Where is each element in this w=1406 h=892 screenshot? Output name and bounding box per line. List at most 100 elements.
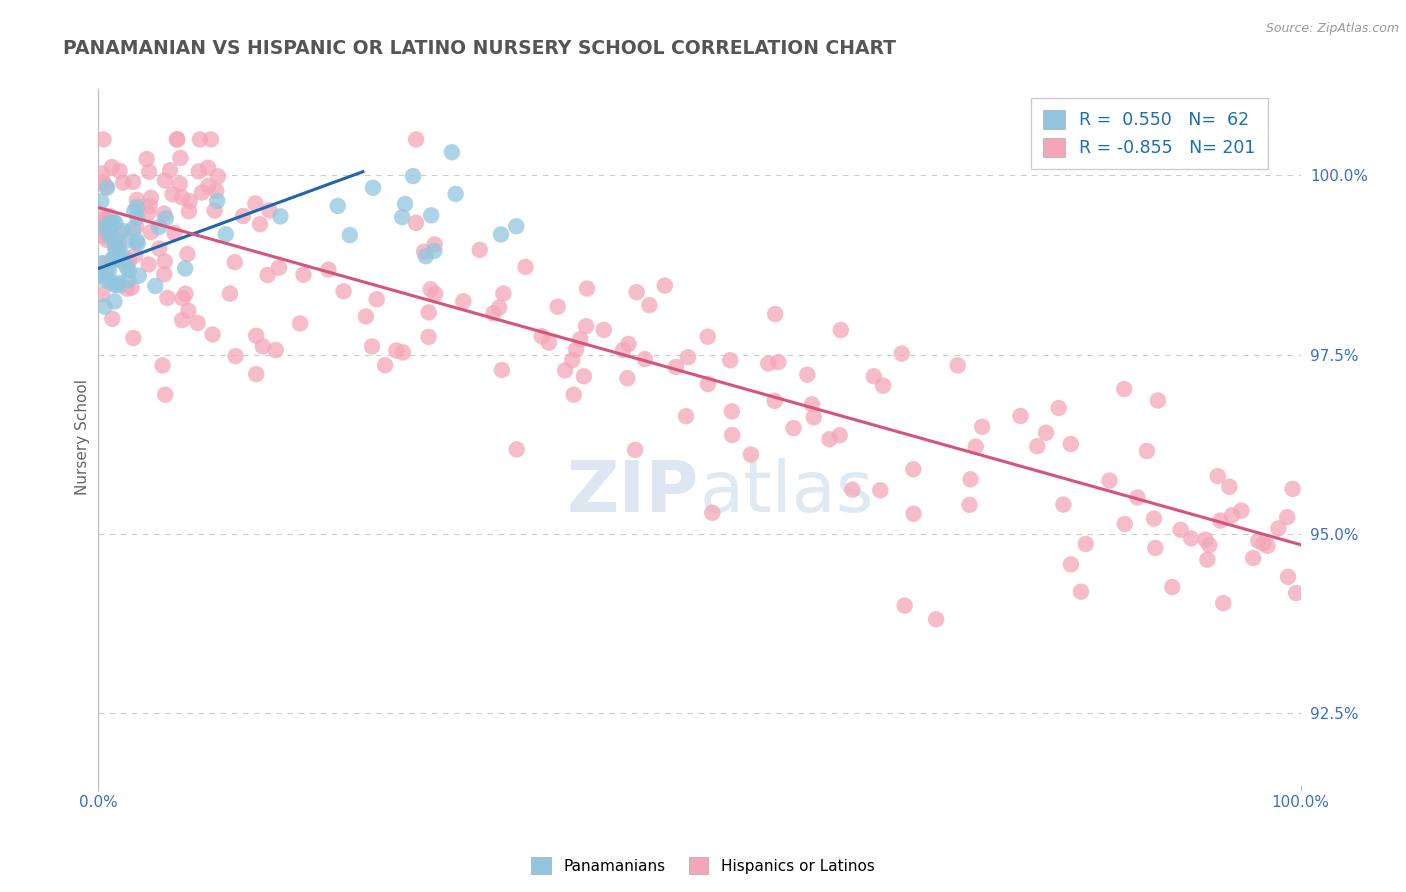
Point [200,132,222,146]
Point [125,193,148,207]
Point [94,265,117,279]
Point [890,346,912,360]
Point [93,220,115,235]
Point [98,216,121,230]
Point [488,301,510,315]
Legend: Panamanians, Hispanics or Latinos: Panamanians, Hispanics or Latinos [526,851,880,880]
Point [93,300,115,314]
Point [115,260,138,275]
Point [93,218,115,232]
Point [110,253,132,268]
Point [122,331,145,345]
Point [654,278,676,293]
Point [361,181,384,195]
Point [972,420,994,434]
Point [110,247,132,261]
Point [177,204,200,219]
Point [90,268,112,282]
Point [562,387,585,401]
Point [104,253,127,268]
Point [1220,508,1243,523]
Point [763,307,786,321]
Point [187,164,209,178]
Point [1010,409,1032,423]
Point [264,343,287,357]
Point [803,410,825,425]
Point [108,164,131,178]
Point [103,294,125,309]
Point [489,227,512,242]
Point [138,165,160,179]
Point [197,178,219,193]
Point [1052,498,1074,512]
Point [616,371,638,385]
Point [440,145,463,160]
Point [188,132,211,146]
Point [575,319,598,334]
Point [869,483,891,498]
Point [98,225,121,239]
Point [224,255,246,269]
Point [96,273,118,287]
Point [259,203,281,218]
Point [638,298,661,312]
Y-axis label: Nursery School: Nursery School [75,379,90,495]
Point [91,166,114,180]
Point [676,350,699,364]
Point [800,397,823,411]
Point [124,248,146,262]
Point [468,243,491,257]
Point [179,194,201,209]
Point [256,268,278,282]
Point [565,343,588,357]
Point [405,132,427,146]
Point [420,208,443,222]
Point [153,268,176,282]
Point [91,211,114,225]
Point [166,132,188,146]
Point [903,507,925,521]
Point [107,235,129,250]
Point [139,191,162,205]
Point [97,219,120,233]
Point [1074,537,1097,551]
Point [117,273,139,287]
Point [127,210,149,224]
Point [491,363,513,377]
Point [862,369,884,384]
Point [1047,401,1070,415]
Point [925,612,948,626]
Point [138,257,160,271]
Point [318,262,340,277]
Point [1256,539,1278,553]
Point [402,169,425,183]
Point [148,242,170,256]
Point [1026,439,1049,453]
Point [1198,538,1220,552]
Point [93,175,115,189]
Point [718,353,741,368]
Text: ZIP: ZIP [567,458,700,527]
Point [1180,532,1202,546]
Point [111,224,134,238]
Point [101,253,124,268]
Point [110,227,132,241]
Point [423,286,446,301]
Point [191,186,214,200]
Point [96,233,118,247]
Point [232,209,254,223]
Point [91,256,114,270]
Point [187,316,209,330]
Point [339,228,361,243]
Point [139,225,162,239]
Point [107,244,129,259]
Point [903,462,925,476]
Point [332,284,354,298]
Point [118,254,141,268]
Point [418,330,440,344]
Point [108,276,131,290]
Point [515,260,537,274]
Point [796,368,818,382]
Point [122,204,145,219]
Point [675,409,697,424]
